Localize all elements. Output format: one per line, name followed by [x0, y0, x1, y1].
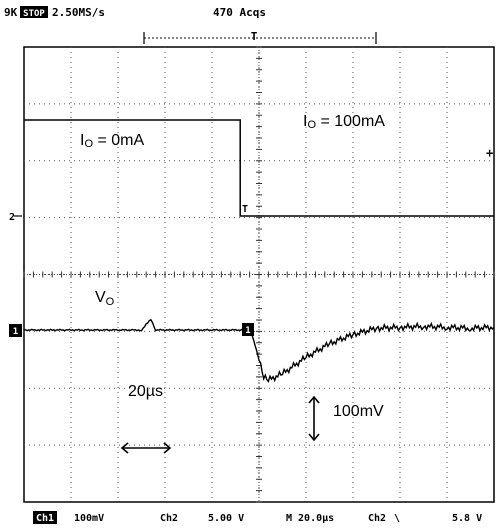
voltage-span-arrow: [308, 395, 320, 442]
scope-header: 9K STOP 2.50MS/s 470 Acqs T: [4, 6, 377, 44]
io-100-label: IO = 100mA: [303, 113, 385, 131]
svg-text:T: T: [242, 204, 248, 215]
time-span-arrow: [120, 442, 172, 454]
trigger-position-bar: T: [143, 30, 377, 44]
voltage-span-label: 100mV: [333, 403, 384, 420]
trace-trigger-marker: 1: [242, 323, 254, 336]
sample-rate: 2.50MS/s: [52, 6, 105, 19]
stop-badge: [20, 6, 48, 18]
ch1-status-label: Ch1: [36, 513, 54, 524]
ch2-step-marker: T: [242, 204, 248, 215]
ch2-scale: 5.00 V: [208, 513, 244, 524]
svg-text:1: 1: [13, 327, 18, 337]
trigger-level-marker: +: [486, 146, 493, 160]
ch2-status-label: Ch2: [160, 513, 178, 524]
ch2-reference-marker: 2: [9, 212, 22, 223]
ch1-reference-marker: 1: [9, 324, 22, 337]
mode-indicator: 9K: [4, 6, 18, 19]
io-zero-label: IO = 0mA: [80, 132, 144, 150]
ch1-scale: 100mV: [74, 513, 104, 524]
ch1-voltage-trace: [23, 318, 495, 383]
trigger-slope-icon: \: [394, 513, 400, 524]
trigger-position-marker: T: [251, 30, 258, 43]
trigger-level: 5.8 V: [452, 513, 482, 524]
ch1-status-badge: [33, 511, 57, 524]
ch2-current-trace: [24, 119, 494, 217]
acquisition-count: 470 Acqs: [213, 6, 266, 19]
stop-badge-label: STOP: [23, 9, 45, 19]
status-bar: Ch1 100mV Ch2 5.00 V M 20.0µs Ch2 \ 5.8 …: [33, 511, 482, 524]
vo-label: VO: [95, 289, 115, 308]
graticule: [23, 46, 495, 503]
trigger-source: Ch2: [368, 513, 386, 524]
time-span-label: 20µs: [128, 383, 163, 400]
timebase-readout: M 20.0µs: [286, 513, 334, 524]
waveform-traces: [23, 119, 495, 383]
svg-text:2: 2: [9, 212, 15, 223]
svg-text:1: 1: [245, 326, 250, 336]
